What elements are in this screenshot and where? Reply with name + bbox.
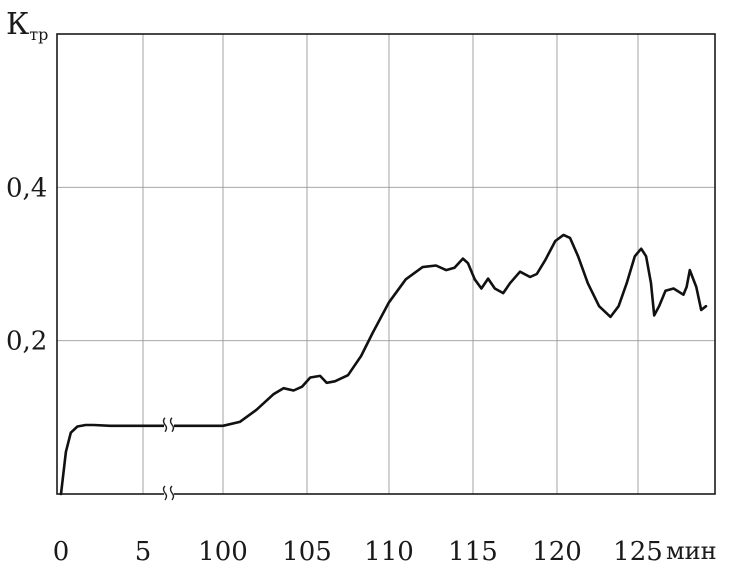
x-tick-label: 105 [282, 537, 332, 567]
x-tick-label: 125 [613, 537, 663, 567]
x-axis-unit: мин [666, 537, 717, 565]
x-tick-labels: 0 5 100 105 110 115 120 125 [53, 537, 663, 567]
axis-break-marks [162, 417, 175, 502]
x-tick-label: 100 [198, 537, 248, 567]
break-mark [169, 417, 175, 433]
break-gap [164, 486, 174, 502]
y-tick-label: 0,4 [6, 173, 47, 203]
x-tick-label: 5 [135, 537, 152, 567]
y-tick-labels: 0,2 0,4 [6, 173, 47, 356]
x-tick-label: 115 [448, 537, 498, 567]
x-tick-label: 120 [532, 537, 582, 567]
break-mark [162, 485, 168, 501]
y-axis-label-subscript: тр [29, 25, 48, 44]
y-tick-label: 0,2 [6, 327, 47, 357]
y-axis-label-main: К [6, 7, 29, 42]
plot-frame [56, 33, 716, 495]
x-tick-label: 110 [364, 537, 414, 567]
break-mark [169, 485, 175, 501]
x-tick-label: 0 [53, 537, 70, 567]
y-axis-label: Ктр [6, 7, 48, 44]
break-mark [162, 417, 168, 433]
grid-lines [57, 34, 715, 494]
break-gap [164, 417, 174, 434]
series-line [59, 233, 708, 496]
series-layer [59, 233, 708, 496]
